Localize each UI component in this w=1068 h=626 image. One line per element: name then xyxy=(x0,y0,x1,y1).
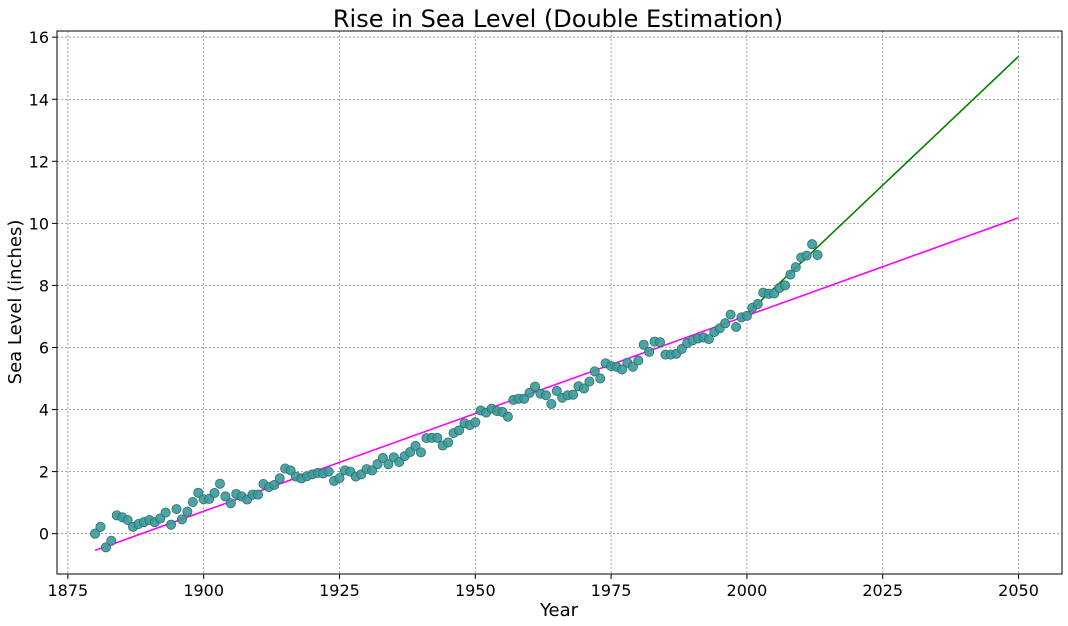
data-point xyxy=(502,411,513,422)
data-point xyxy=(171,504,182,515)
data-point xyxy=(568,389,579,400)
data-point xyxy=(720,318,731,329)
data-point xyxy=(530,381,541,392)
data-point xyxy=(644,346,655,357)
data-point xyxy=(182,506,193,517)
data-point xyxy=(176,514,187,525)
data-point xyxy=(453,425,464,436)
data-point xyxy=(323,466,334,477)
y-tick-label: 12 xyxy=(29,152,49,171)
data-point xyxy=(741,310,752,321)
data-point xyxy=(595,373,606,384)
data-point xyxy=(638,339,649,350)
data-point xyxy=(377,452,388,463)
data-point xyxy=(367,465,378,476)
data-point xyxy=(779,280,790,291)
data-point xyxy=(225,498,236,509)
data-point xyxy=(655,337,666,348)
data-point xyxy=(122,515,133,526)
data-point xyxy=(524,387,535,398)
data-point xyxy=(546,398,557,409)
x-tick-label: 1950 xyxy=(455,581,496,600)
data-point xyxy=(801,250,812,261)
data-point xyxy=(410,440,421,451)
data-point xyxy=(584,376,595,387)
x-tick-label: 1925 xyxy=(319,581,360,600)
y-tick-label: 14 xyxy=(29,90,49,109)
data-point xyxy=(90,528,101,539)
data-point xyxy=(616,364,627,375)
data-point xyxy=(443,437,454,448)
data-point xyxy=(540,390,551,401)
data-point xyxy=(209,488,220,499)
data-point xyxy=(106,535,117,546)
x-axis-ticks: 1875 1900 1925 1950 1975 2000 2025 2050 xyxy=(48,574,1039,600)
x-tick-label: 1975 xyxy=(591,581,632,600)
data-point xyxy=(274,473,285,484)
x-tick-label: 2050 xyxy=(998,581,1039,600)
y-tick-label: 0 xyxy=(39,525,49,544)
data-point xyxy=(790,262,801,273)
data-point xyxy=(100,542,111,553)
data-point xyxy=(405,447,416,458)
y-tick-label: 2 xyxy=(39,463,49,482)
data-point xyxy=(633,355,644,366)
data-point xyxy=(372,459,383,470)
data-point xyxy=(731,322,742,333)
data-point xyxy=(725,309,736,320)
y-axis-label: Sea Level (inches) xyxy=(5,220,26,385)
data-points xyxy=(90,239,823,553)
data-point xyxy=(160,507,171,518)
data-point xyxy=(252,489,263,500)
y-tick-label: 16 xyxy=(29,28,49,47)
x-tick-label: 1900 xyxy=(183,581,224,600)
y-tick-label: 10 xyxy=(29,214,49,233)
data-point xyxy=(334,473,345,484)
x-tick-label: 2025 xyxy=(862,581,903,600)
y-tick-label: 8 xyxy=(39,276,49,295)
data-point xyxy=(703,334,714,345)
data-point xyxy=(578,383,589,394)
data-point xyxy=(432,432,443,443)
data-point xyxy=(285,465,296,476)
data-point xyxy=(269,479,280,490)
data-point xyxy=(415,447,426,458)
data-point xyxy=(214,478,225,489)
chart-title: Rise in Sea Level (Double Estimation) xyxy=(333,5,783,33)
x-tick-label: 1875 xyxy=(48,581,89,600)
data-point xyxy=(589,366,600,377)
y-axis-ticks: 0 2 4 6 8 10 12 14 16 xyxy=(29,28,57,544)
x-tick-label: 2000 xyxy=(727,581,768,600)
data-point xyxy=(220,491,231,502)
trend-lines xyxy=(94,55,1020,552)
data-point xyxy=(785,269,796,280)
data-point xyxy=(551,385,562,396)
data-point xyxy=(812,250,823,261)
data-point xyxy=(95,521,106,532)
plot-frame xyxy=(56,30,1063,575)
data-point xyxy=(627,361,638,372)
grid xyxy=(57,31,1062,574)
y-tick-label: 4 xyxy=(39,401,49,420)
data-point xyxy=(383,459,394,470)
x-axis-label: Year xyxy=(539,600,579,621)
data-point xyxy=(807,239,818,250)
data-point xyxy=(752,299,763,310)
data-point xyxy=(470,417,481,428)
y-tick-label: 6 xyxy=(39,338,49,357)
data-point xyxy=(187,497,198,508)
data-point xyxy=(193,487,204,498)
data-point xyxy=(166,519,177,530)
